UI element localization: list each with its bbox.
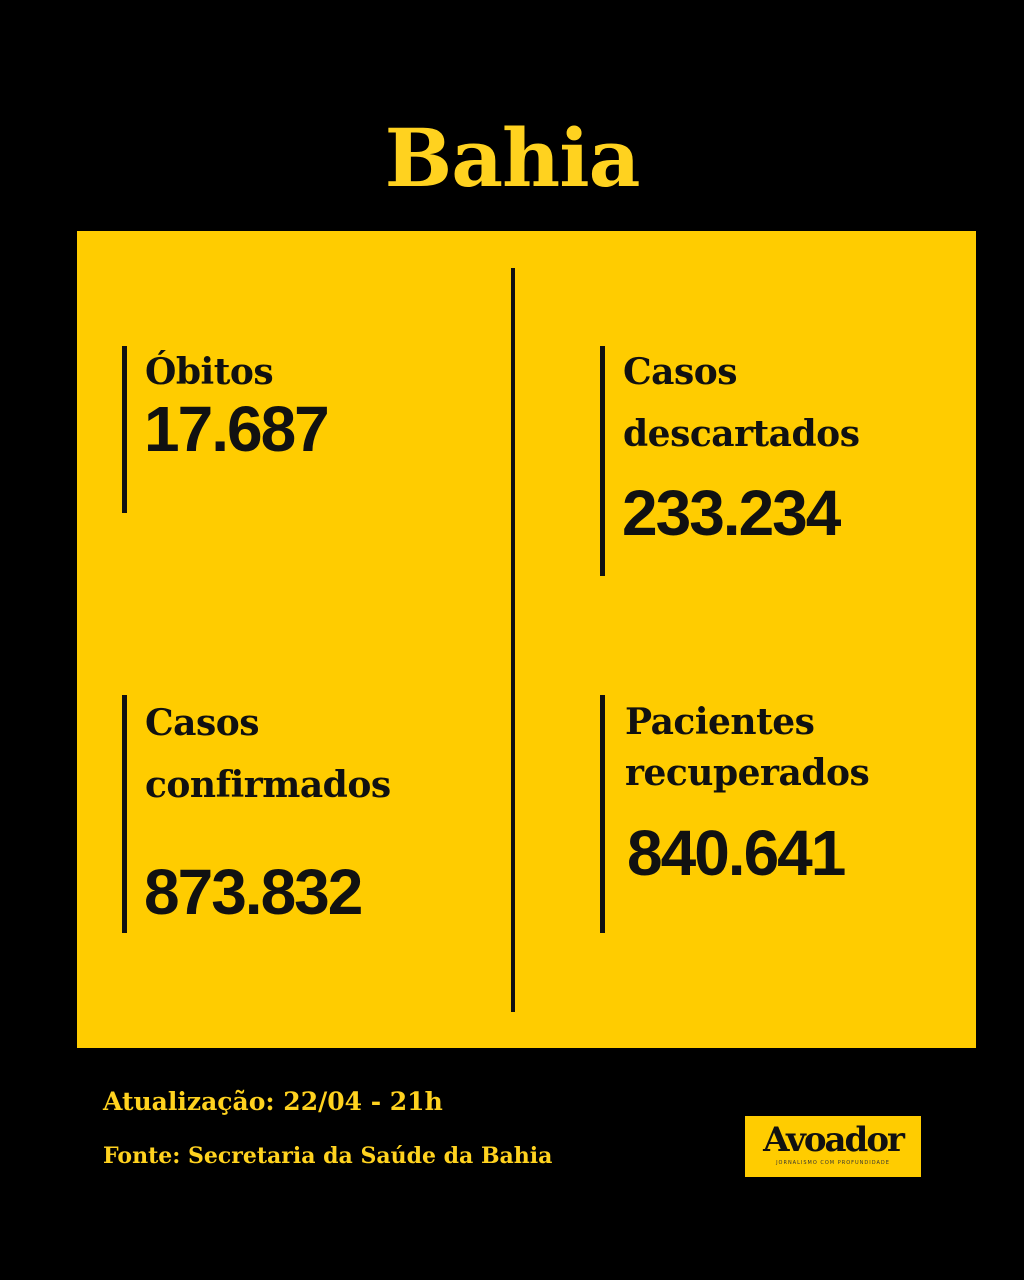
stat-label: Pacientes [625, 701, 815, 743]
avoador-logo: Avoador JORNALISMO COM PROFUNDIDADE [745, 1116, 921, 1177]
stat-value: 873.832 [144, 856, 363, 928]
stat-label: Óbitos [145, 351, 274, 393]
stat-label: Casos [623, 351, 738, 393]
stat-label: Casos [145, 702, 260, 744]
stats-panel: Óbitos 17.687 Casos descartados 233.234 … [77, 231, 976, 1048]
stat-bar [600, 695, 605, 933]
stat-value: 17.687 [144, 393, 330, 465]
stat-label: descartados [623, 413, 860, 455]
stat-bar [122, 346, 127, 513]
logo-wordmark: Avoador [763, 1120, 905, 1160]
page-title: Bahia [384, 111, 641, 205]
source-note: Fonte: Secretaria da Saúde da Bahia [103, 1143, 553, 1169]
stat-bar [600, 346, 605, 576]
stat-bar [122, 695, 127, 933]
update-time: Atualização: 22/04 - 21h [103, 1087, 443, 1116]
stat-label: recuperados [625, 752, 870, 794]
stat-value: 840.641 [627, 817, 846, 889]
vertical-divider [511, 268, 515, 1012]
stat-label: confirmados [145, 764, 391, 806]
stat-value: 233.234 [622, 477, 841, 549]
logo-tagline: JORNALISMO COM PROFUNDIDADE [776, 1160, 890, 1166]
